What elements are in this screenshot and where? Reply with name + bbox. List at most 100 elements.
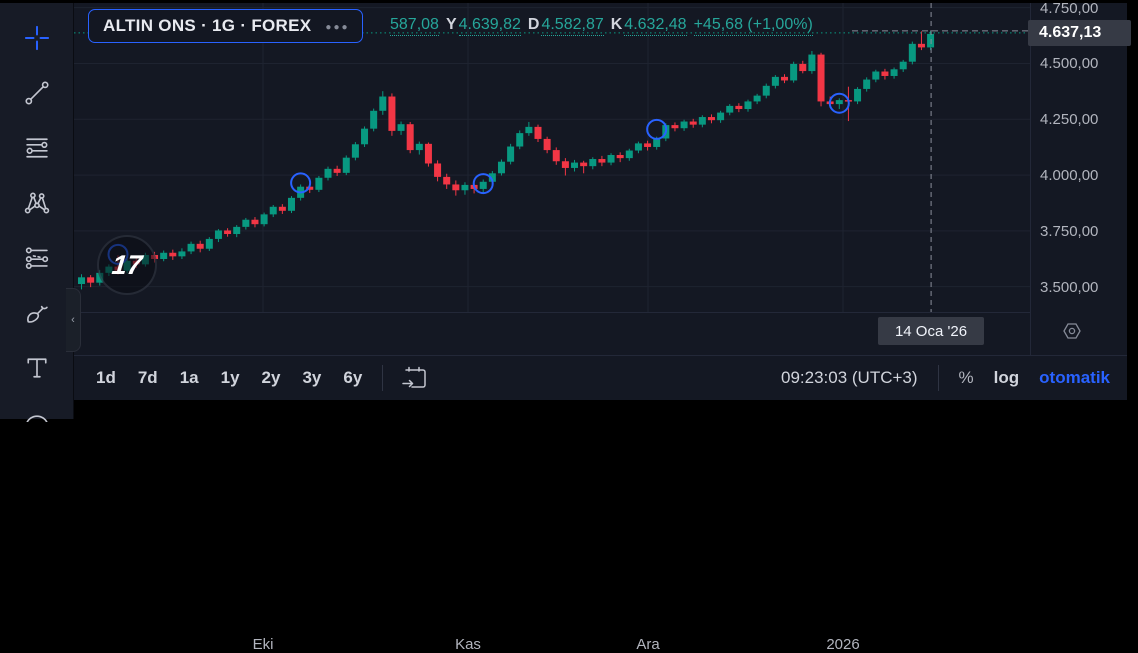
text-tool-icon[interactable] (22, 353, 52, 383)
candle-body (881, 71, 889, 76)
projection-tool-icon[interactable] (22, 243, 52, 273)
time-tick-label: Eki (252, 636, 274, 653)
candle-body (854, 88, 862, 102)
price-tick-label: 4.500,00 (1040, 55, 1099, 73)
candle-body (169, 252, 177, 257)
session-clock[interactable]: 09:23:03 (UTC+3) (780, 368, 918, 387)
candle-body (863, 79, 871, 89)
candle-body (452, 184, 460, 191)
candle-body (561, 161, 569, 168)
open-value[interactable]: 587,08 (390, 16, 439, 36)
symbol-title: ALTIN ONS · 1G · FOREX (103, 16, 312, 35)
candle-body (214, 230, 222, 239)
candle-body (160, 252, 168, 260)
price-tick-label: 3.750,00 (1040, 222, 1099, 240)
candle-body (698, 117, 706, 125)
candle-body (607, 154, 615, 163)
current-price-label: 4.637,13 (1028, 19, 1131, 46)
candle-body (534, 126, 542, 139)
candle-body (835, 100, 843, 105)
event-marker (472, 173, 494, 195)
candle-body (516, 133, 524, 147)
candle-body (771, 76, 779, 86)
time-axis-separator (74, 312, 1127, 313)
candle-body (260, 214, 268, 225)
candle-body (625, 150, 633, 159)
candle-body (424, 143, 432, 164)
candle-body (388, 96, 396, 131)
candle-body (224, 230, 232, 235)
candle-body (899, 61, 907, 70)
go-to-date-icon[interactable] (399, 363, 429, 393)
crosshair-date-value: 14 Oca '26 (894, 322, 968, 340)
candle-body (78, 277, 85, 285)
candle-body (552, 150, 560, 162)
log-scale-button[interactable]: log (993, 368, 1020, 387)
range-button-1y[interactable]: 1y (220, 368, 240, 387)
toolbar-right-group: 09:23:03 (UTC+3) % log otomatik (781, 365, 1127, 391)
symbol-menu-dots-icon[interactable]: ●●● (325, 21, 350, 33)
candle-body (872, 71, 880, 80)
low-value[interactable]: 4.582,87 (541, 16, 604, 36)
candle-body (917, 43, 925, 48)
drawing-toolbar (0, 3, 74, 422)
bottom-frame (74, 400, 1127, 419)
candle-body (406, 124, 414, 151)
close-value[interactable]: 4.632,48 (624, 16, 687, 36)
candle-body (817, 54, 825, 102)
candle-body (278, 206, 286, 211)
candle-body (333, 168, 341, 173)
candle-body (497, 161, 505, 174)
candle-body (598, 159, 606, 163)
candle-body (370, 110, 378, 129)
price-axis[interactable]: 4.637,13 4.750,00 4.500,00 4.250,00 4.000,0… (1028, 0, 1131, 355)
change-value[interactable]: +45,68 (+1,00%) (693, 16, 813, 36)
percent-scale-button[interactable]: % (958, 368, 974, 387)
candle-body (634, 143, 642, 151)
candle-body (707, 117, 715, 121)
broker-watermark: 17 (97, 235, 157, 295)
sidebar-collapse-handle[interactable]: ‹ (66, 288, 81, 352)
candle-body (908, 43, 916, 62)
fib-lines-tool-icon[interactable] (22, 133, 52, 163)
candle-body (461, 184, 469, 191)
axis-settings-icon[interactable] (1059, 318, 1085, 344)
time-axis[interactable]: Eki Kas Ara 2026 (0, 312, 1030, 653)
candle-body (87, 277, 95, 283)
candle-body (616, 154, 624, 159)
crosshair-tool-icon[interactable] (22, 23, 52, 53)
candle-body (397, 124, 405, 131)
time-tick-label: 2026 (826, 636, 860, 653)
candlestick-chart[interactable] (74, 3, 1030, 312)
candle-body (196, 243, 204, 249)
candle-body (781, 76, 789, 81)
pattern-tool-icon[interactable] (22, 188, 52, 218)
range-button-2y[interactable]: 2y (261, 368, 281, 387)
candle-body (808, 54, 816, 72)
right-frame (1127, 0, 1138, 419)
candle-body (680, 121, 688, 129)
candle-body (589, 159, 597, 167)
candle-body (580, 162, 588, 167)
candle-body (735, 105, 743, 110)
range-button-1d[interactable]: 1d (96, 368, 116, 387)
symbol-box[interactable]: ALTIN ONS · 1G · FOREX ●●● (88, 9, 363, 43)
candle-body (361, 128, 369, 145)
candle-body (205, 238, 213, 249)
range-button-3y[interactable]: 3y (302, 368, 322, 387)
candle-body (306, 186, 314, 190)
candle-body (790, 63, 798, 81)
range-button-7d[interactable]: 7d (137, 368, 158, 387)
auto-scale-button[interactable]: otomatik (1039, 368, 1110, 387)
candle-body (507, 146, 515, 162)
price-tick-label: 4.250,00 (1040, 111, 1099, 129)
bottom-toolbar: 1d 7d 1a 1y 2y 3y 6y 09:23:03 (UTC+3) % log ot… (74, 356, 1127, 400)
range-button-6y[interactable]: 6y (343, 368, 363, 387)
candle-body (443, 176, 451, 185)
trend-line-tool-icon[interactable] (22, 78, 52, 108)
event-marker (290, 172, 312, 194)
brush-tool-icon[interactable] (22, 298, 52, 328)
high-value[interactable]: 4.639,82 (458, 16, 521, 36)
range-button-1a[interactable]: 1a (179, 368, 199, 387)
candle-body (342, 157, 350, 173)
